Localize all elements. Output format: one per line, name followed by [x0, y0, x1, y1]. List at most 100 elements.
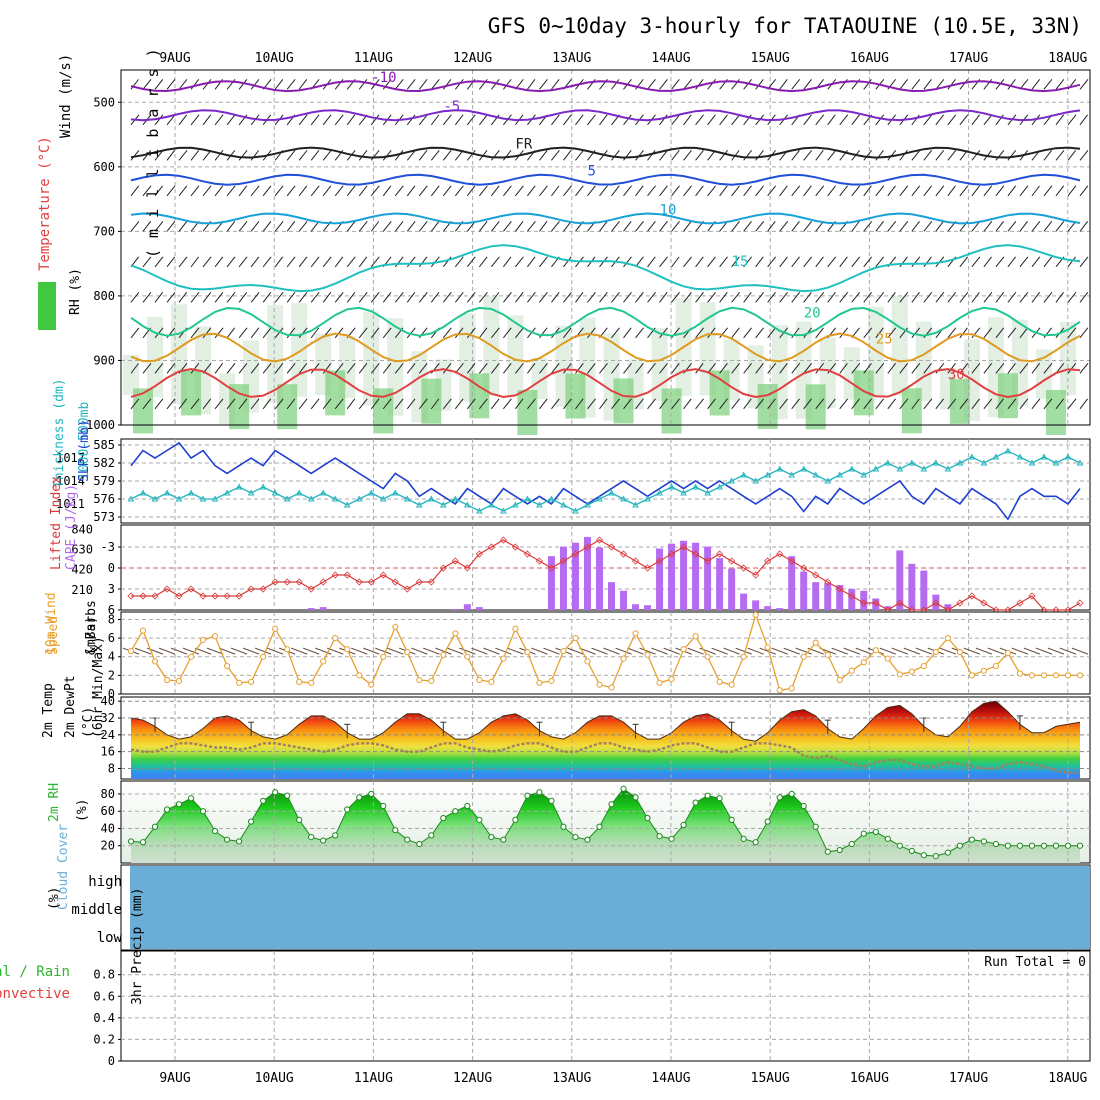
wind10-point: [1064, 672, 1072, 679]
date-top-13AUG: 13AUG: [552, 51, 591, 66]
ytick--3: -3: [101, 540, 115, 554]
thickness-point: [163, 489, 171, 496]
wind10-point: [187, 653, 195, 660]
upper-wind-barb: [659, 185, 668, 197]
upper-wind-barb: [178, 256, 188, 268]
lifted-index-point: [583, 543, 592, 551]
upper-wind-barb: [563, 292, 572, 303]
isotherm-label-15: 15: [732, 254, 749, 270]
upper-wind-barb: [454, 79, 464, 90]
upper-wind-barb: [430, 221, 440, 232]
wind10-point: [860, 659, 867, 666]
wind10-barb: [687, 647, 704, 655]
upper-wind-barb: [935, 79, 945, 90]
upper-wind-barb: [863, 398, 873, 410]
upper-wind-barb: [623, 327, 632, 339]
wind10-point: [824, 651, 831, 658]
lifted-index-point: [1028, 592, 1036, 600]
rh-point: [452, 808, 459, 815]
cape-tick-630: 630: [71, 542, 93, 556]
lifted-index-point: [283, 578, 291, 586]
rh-shade-high: [229, 384, 250, 430]
isotherm-5: [130, 173, 1081, 186]
cape-bar: [583, 536, 591, 610]
rh-point: [548, 797, 555, 804]
upper-wind-barb: [1055, 114, 1065, 126]
upper-wind-barb: [659, 114, 668, 126]
thickness-point: [343, 501, 351, 508]
upper-wind-barb: [130, 150, 140, 161]
upper-wind-barb: [587, 185, 596, 197]
thickness-point: [632, 501, 639, 508]
upper-wind-barb: [599, 221, 608, 232]
upper-wind-barb: [707, 363, 716, 374]
rh-point: [380, 802, 387, 810]
upper-wind-barb: [791, 292, 801, 303]
wind10-barb: [603, 647, 620, 655]
wind10-point: [416, 676, 423, 684]
rh-point: [211, 827, 219, 835]
ytick-0.4: 0.4: [93, 1011, 115, 1025]
upper-wind-barb: [575, 185, 584, 197]
lifted-index-point: [824, 578, 832, 586]
upper-wind-barb: [286, 327, 296, 339]
rh-point: [572, 834, 579, 841]
upper-wind-barb: [1019, 292, 1029, 303]
upper-wind-barb: [611, 363, 620, 374]
upper-wind-barb: [334, 114, 344, 126]
upper-wind-barb: [1031, 221, 1041, 232]
upper-wind-barb: [731, 114, 740, 126]
upper-wind-barb: [899, 150, 908, 161]
wind10-point: [440, 651, 447, 658]
wind10-point: [356, 672, 363, 679]
cape-bar: [932, 594, 940, 610]
upper-wind-barb: [190, 327, 200, 339]
upper-wind-barb: [418, 114, 428, 126]
upper-wind-barb: [130, 363, 139, 374]
upper-wind-barb: [923, 363, 932, 374]
upper-wind-barb: [515, 185, 524, 197]
upper-wind-barb: [442, 363, 452, 374]
ytick-8: 8: [108, 761, 115, 775]
upper-wind-barb: [502, 79, 512, 90]
cape-bar: [475, 607, 483, 610]
temp-label: 2m Temp: [41, 683, 56, 738]
upper-wind-barb: [430, 150, 440, 161]
lifted-index-point: [680, 543, 688, 551]
upper-wind-barb: [539, 292, 548, 303]
lifted-index-point: [716, 550, 724, 558]
upper-wind-barb: [779, 79, 788, 90]
cape-bar: [788, 556, 796, 610]
rh-point: [656, 833, 663, 840]
upper-wind-barb: [767, 292, 776, 303]
cape-bar: [608, 582, 616, 610]
upper-wind-barb: [226, 327, 236, 339]
thickness-point: [800, 465, 808, 472]
upper-wind-barb: [587, 398, 596, 410]
upper-wind-barb: [238, 327, 248, 339]
ytick-20: 20: [101, 839, 115, 853]
chart-title: GFS 0~10day 3-hourly for TATAOUINE (10.5…: [488, 14, 1082, 38]
upper-wind-barb: [382, 327, 392, 339]
upper-wind-barb: [478, 363, 488, 374]
rh-point: [968, 836, 975, 843]
lifted-index-point: [956, 599, 964, 607]
upper-wind-barb: [1067, 327, 1077, 339]
upper-wind-barb: [575, 363, 584, 374]
lifted-index-point: [223, 592, 231, 600]
upper-wind-barb: [695, 256, 704, 268]
upper-wind-barb: [659, 398, 668, 410]
upper-wind-barb: [779, 256, 788, 268]
upper-wind-barb: [551, 185, 560, 197]
upper-wind-barb: [406, 398, 416, 410]
upper-wind-barb: [1019, 185, 1029, 197]
upper-wind-barb: [1007, 79, 1016, 90]
upper-wind-barb: [262, 363, 272, 374]
upper-wind-barb: [743, 292, 752, 303]
wind10-point: [224, 662, 231, 670]
upper-wind-barb: [995, 363, 1005, 374]
upper-wind-barb: [971, 221, 981, 232]
cape-bar: [451, 609, 459, 610]
slp-tick-1014: 1014: [56, 474, 85, 488]
upper-wind-barb: [623, 185, 632, 197]
